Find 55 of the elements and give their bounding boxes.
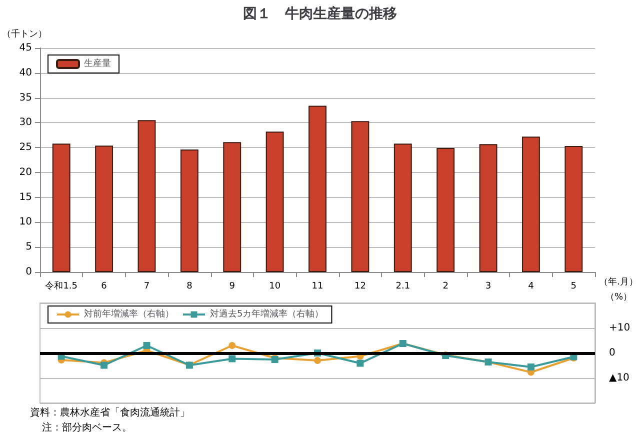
legend-label: 対過去5カ年増減率（右軸）: [210, 308, 324, 320]
x-tick-label: 令和1.5: [45, 280, 78, 292]
bar: [52, 144, 70, 272]
y-tick-label: 5: [26, 242, 32, 253]
point: [143, 342, 150, 349]
bar: [394, 144, 412, 272]
bar: [479, 144, 498, 272]
chart-title: 図１ 牛肉生産量の推移: [243, 5, 397, 22]
y-tick-label: 15: [19, 192, 32, 203]
x-tick-label: 2: [442, 282, 448, 292]
x-tick-label: 8: [186, 282, 193, 292]
x-tick-label: 2.1: [396, 282, 410, 292]
x-tick-label: 6: [101, 282, 108, 292]
x-axis-title: （年.月）: [599, 276, 638, 288]
bar: [522, 136, 540, 272]
point: [100, 362, 108, 369]
y-tick-label: 0: [609, 348, 616, 358]
point: [527, 364, 534, 370]
y-tick-label: ▲10: [609, 372, 630, 384]
legend-label: 対前年増減率（右軸）: [84, 308, 174, 320]
x-tick-label: 9: [229, 282, 236, 292]
x-tick-label: 4: [528, 282, 534, 292]
bar: [351, 121, 370, 272]
text: 資料：農林水産省「食肉流通統計」: [30, 406, 190, 418]
bar: [308, 106, 326, 272]
y-axis-title: （%）: [605, 292, 632, 302]
y-tick-label: 0: [26, 266, 32, 278]
y-tick-label: +10: [609, 322, 630, 334]
point: [228, 342, 236, 349]
x-tick-label: 7: [144, 282, 150, 292]
x-tick-label: 11: [312, 282, 324, 292]
y-tick-label: 30: [19, 117, 32, 128]
y-tick-label: 45: [19, 42, 32, 54]
x-tick-label: 3: [485, 282, 492, 292]
y-tick-label: 35: [19, 92, 32, 104]
point: [356, 360, 364, 367]
bar: [564, 146, 583, 272]
y-tick-label: 40: [19, 67, 32, 78]
bar: [223, 142, 242, 272]
x-tick-label: 12: [354, 282, 366, 292]
y-tick-label: 25: [19, 142, 32, 154]
x-tick-label: 5: [570, 282, 577, 292]
x-tick-label: 10: [269, 282, 281, 292]
bar: [266, 132, 284, 272]
y-tick-label: 20: [19, 166, 32, 178]
bar: [436, 148, 455, 272]
legend-label: 生産量: [84, 58, 111, 69]
bar: [138, 120, 156, 272]
point: [314, 357, 321, 364]
y-tick-label: 10: [19, 216, 32, 228]
text: 注：部分肉ベース。: [42, 422, 132, 434]
bar: [95, 146, 114, 272]
point: [228, 355, 236, 362]
y-axis-title: （千トン）: [2, 28, 47, 40]
bar: [180, 150, 198, 272]
